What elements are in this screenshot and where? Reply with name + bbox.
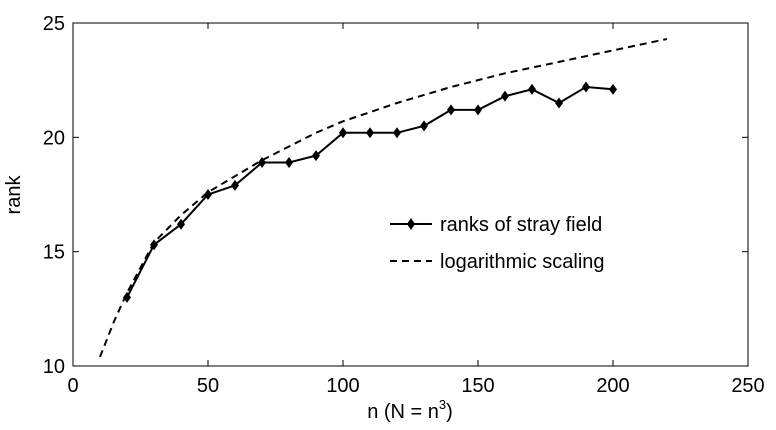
series-line-1 — [99, 38, 668, 358]
y-tick-label: 20 — [43, 127, 65, 149]
data-point-marker — [582, 81, 590, 93]
data-point-marker — [123, 291, 131, 303]
data-point-marker — [312, 150, 320, 162]
plot-area — [72, 22, 749, 367]
x-tick-label: 0 — [67, 375, 78, 397]
data-point-marker — [609, 83, 617, 95]
x-tick-label: 250 — [731, 375, 764, 397]
data-point-marker — [501, 90, 509, 102]
x-axis-label: n (N = n3) — [367, 397, 453, 423]
data-point-marker — [528, 83, 536, 95]
data-point-marker — [177, 218, 185, 230]
x-axis-label-main: n (N = n — [367, 401, 439, 423]
x-axis-ticks: 0 50 100 150 200 250 — [67, 23, 765, 397]
data-point-marker — [474, 104, 482, 116]
data-point-marker — [447, 104, 455, 116]
data-point-marker — [285, 156, 293, 168]
x-tick-label: 200 — [596, 375, 629, 397]
legend-marker-stray-field — [407, 218, 415, 230]
data-point-marker — [231, 179, 239, 191]
legend: ranks of stray field logarithmic scaling — [390, 214, 605, 273]
x-tick-label: 100 — [326, 375, 359, 397]
y-axis-ticks: 10 15 20 25 — [43, 13, 748, 378]
data-point-marker — [393, 127, 401, 139]
y-axis-label: rank — [3, 175, 25, 215]
y-tick-label: 10 — [43, 356, 65, 378]
legend-label-stray-field: ranks of stray field — [440, 214, 602, 236]
x-axis-label-superscript: 3 — [439, 397, 446, 412]
legend-label-log-scaling: logarithmic scaling — [440, 251, 605, 273]
data-point-marker — [366, 127, 374, 139]
y-tick-label: 15 — [43, 242, 65, 264]
data-point-marker — [204, 189, 212, 200]
data-point-marker — [555, 97, 563, 109]
series-layer — [99, 38, 668, 358]
data-point-marker — [420, 120, 428, 132]
x-tick-label: 50 — [197, 375, 219, 397]
x-axis-label-close: ) — [446, 401, 453, 423]
data-point-marker — [339, 127, 347, 139]
y-tick-label: 25 — [43, 13, 65, 35]
x-tick-label: 150 — [461, 375, 494, 397]
